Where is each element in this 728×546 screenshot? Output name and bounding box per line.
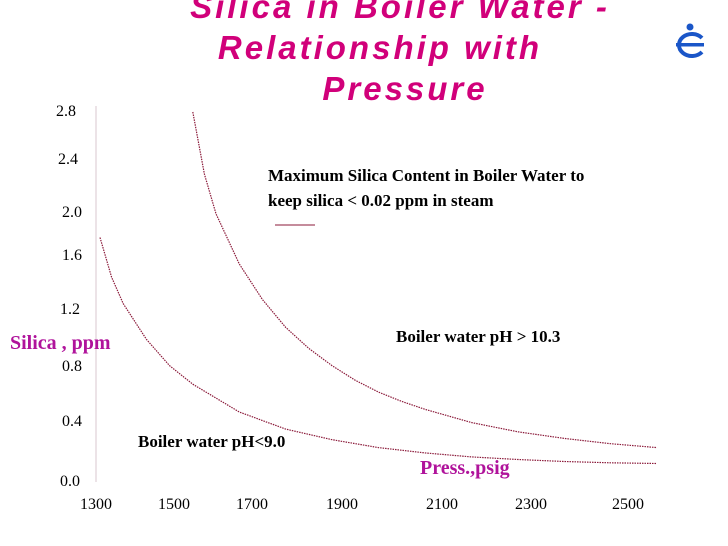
x-tick-label: 1500 xyxy=(158,496,190,513)
y-tick-label: 2.4 xyxy=(58,151,78,168)
series-label-low-ph: Boiler water pH<9.0 xyxy=(138,432,286,451)
y-tick-label: 0.0 xyxy=(60,473,80,490)
x-tick-label: 2500 xyxy=(612,496,644,513)
curves-layer xyxy=(99,111,658,465)
x-tick-label: 2300 xyxy=(515,496,547,513)
title-line-3: Pressure xyxy=(322,70,488,107)
x-tick-label: 1700 xyxy=(236,496,268,513)
x-axis-label: Press.,psig xyxy=(420,457,510,479)
annotation-max-silica: Maximum Silica Content in Boiler Water t… xyxy=(268,163,584,213)
y-axis-label: Silica , ppm xyxy=(10,332,111,354)
y-tick-label: 2.0 xyxy=(62,204,82,221)
x-tick-label: 1300 xyxy=(80,496,112,513)
series-line-low-ph xyxy=(99,237,658,465)
y-tick-label: 1.2 xyxy=(60,301,80,318)
series-line-high-ph xyxy=(192,111,658,449)
title-line-2: Relationship with xyxy=(217,29,543,66)
y-tick-label: 2.8 xyxy=(56,103,76,120)
y-tick-label: 1.6 xyxy=(62,247,82,264)
chart-title: Silica in Boiler Water - Relationship wi… xyxy=(100,0,700,109)
y-tick-label: 0.4 xyxy=(62,413,82,430)
x-tick-label: 2100 xyxy=(426,496,458,513)
x-tick-label: 1900 xyxy=(326,496,358,513)
title-line-1: Silica in Boiler Water - xyxy=(190,0,610,25)
annotation-line-2: keep silica < 0.02 ppm in steam xyxy=(268,191,494,210)
y-tick-label: 0.8 xyxy=(62,358,82,375)
company-logo-icon xyxy=(676,23,704,58)
annotation-line-1: Maximum Silica Content in Boiler Water t… xyxy=(268,166,585,185)
series-label-high-ph: Boiler water pH > 10.3 xyxy=(396,327,561,346)
